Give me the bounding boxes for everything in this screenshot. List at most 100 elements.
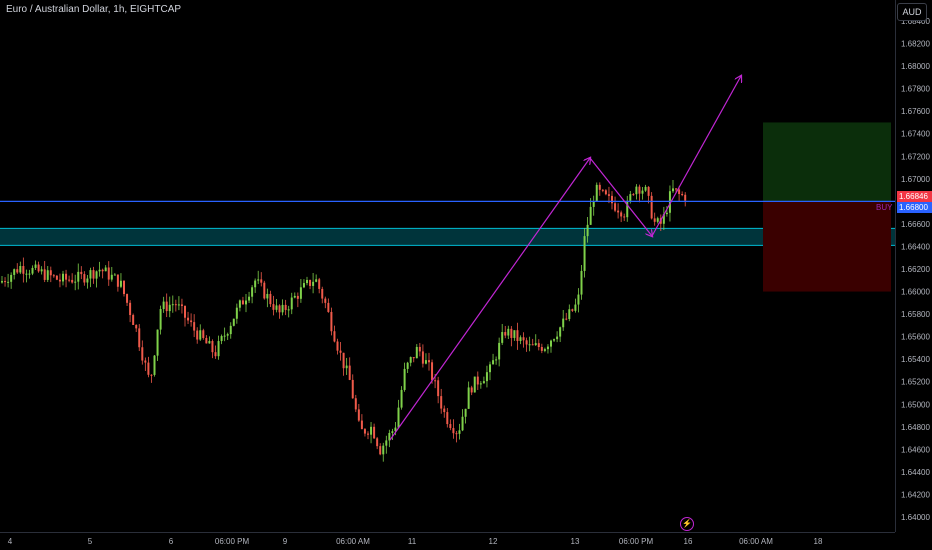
candle-body [229, 325, 232, 335]
candle-body [421, 351, 424, 364]
candle-body [19, 266, 22, 273]
candle-body [467, 387, 470, 409]
candle-body [565, 318, 568, 320]
candle-body [601, 189, 604, 191]
candle-body [519, 337, 522, 341]
candle-body [409, 357, 412, 363]
candle-body [540, 347, 543, 351]
candle-body [531, 344, 534, 346]
candle-body [617, 210, 620, 213]
price-axis-label: 1.65200 [901, 378, 930, 387]
candle-body [257, 279, 260, 281]
candle-body [165, 301, 168, 312]
candle-body [550, 340, 552, 347]
candle-body [351, 379, 354, 399]
price-axis-label: 1.64600 [901, 445, 930, 454]
price-axis-label: 1.68200 [901, 40, 930, 49]
price-axis-label: 1.66600 [901, 220, 930, 229]
candle-body [10, 274, 13, 282]
candle-body [647, 186, 650, 196]
candle-body [272, 304, 275, 310]
candle-body [330, 311, 333, 332]
time-axis-label: 16 [684, 537, 693, 546]
candle-body [501, 332, 504, 343]
candle-body [412, 357, 415, 359]
candle-body [391, 431, 394, 433]
candle-body [110, 274, 113, 280]
candle-body [156, 329, 159, 356]
candle-body [479, 383, 482, 385]
candle-body [46, 270, 49, 280]
candle-body [470, 387, 473, 393]
candle-body [546, 346, 549, 350]
candle-body [559, 327, 562, 337]
candle-body [4, 281, 7, 283]
candle-body [208, 341, 211, 344]
currency-selector[interactable]: AUD [897, 3, 927, 21]
candle-body [101, 269, 104, 272]
candle-body [327, 302, 330, 312]
candle-body [245, 300, 247, 305]
candle-body [62, 273, 64, 282]
candle-body [34, 264, 37, 268]
candle-body [58, 279, 61, 282]
candle-body [141, 347, 144, 361]
candle-body [86, 278, 89, 283]
candle-body [171, 304, 174, 306]
candle-body [653, 218, 656, 222]
time-axis-label: 11 [408, 537, 417, 546]
time-axis-label: 6 [169, 537, 174, 546]
trend-arrow-segment [651, 76, 741, 237]
candle-body [138, 328, 141, 348]
time-axis-label: 4 [8, 537, 13, 546]
candle-body [312, 281, 315, 286]
candle-body [482, 381, 485, 384]
candle-body [217, 341, 220, 357]
candle-body [132, 315, 135, 325]
lightning-icon[interactable]: ⚡ [680, 517, 694, 531]
candle-body [123, 280, 125, 295]
candle-body [620, 212, 623, 217]
long-position-tool[interactable] [763, 122, 891, 292]
time-axis[interactable]: 4 5 6 06:00 PM 9 06:00 AM 11 12 13 06:00 PM 16 06:0… [8, 537, 823, 546]
candle-body [668, 191, 671, 213]
candle-body [92, 270, 95, 279]
trend-arrows[interactable] [389, 76, 741, 441]
candle-body [394, 427, 397, 432]
candle-body [583, 236, 586, 271]
candle-body [415, 346, 418, 359]
candle-body [495, 359, 498, 361]
candle-body [324, 298, 327, 303]
candle-body [516, 330, 519, 341]
candle-body [379, 446, 382, 455]
price-axis-label: 1.65000 [901, 400, 930, 409]
time-axis-label: 13 [571, 537, 580, 546]
candle-body [428, 360, 430, 363]
candle-body [498, 342, 501, 360]
candle-body [74, 281, 77, 283]
candle-body [574, 304, 577, 311]
candle-body [284, 304, 287, 310]
candle-body [205, 337, 208, 344]
candle-body [251, 287, 254, 297]
candle-body [95, 271, 98, 279]
candle-body [13, 269, 16, 275]
candle-body [684, 194, 687, 201]
price-axis-label: 1.67000 [901, 175, 930, 184]
candle-body [232, 318, 235, 326]
candle-body [397, 407, 400, 428]
candle-body [290, 297, 293, 310]
candle-body [199, 330, 202, 340]
price-axis-label: 1.67600 [901, 107, 930, 116]
candle-body [321, 288, 324, 299]
candle-body [510, 328, 513, 338]
support-zone[interactable] [0, 227, 895, 246]
candle-body [318, 279, 321, 289]
candle-body [16, 269, 19, 273]
candle-body [678, 189, 681, 195]
price-axis-label: 1.65400 [901, 355, 930, 364]
candle-body [1, 281, 3, 283]
line-price-tag: 1.66800 [897, 202, 932, 213]
candle-body [241, 300, 244, 305]
